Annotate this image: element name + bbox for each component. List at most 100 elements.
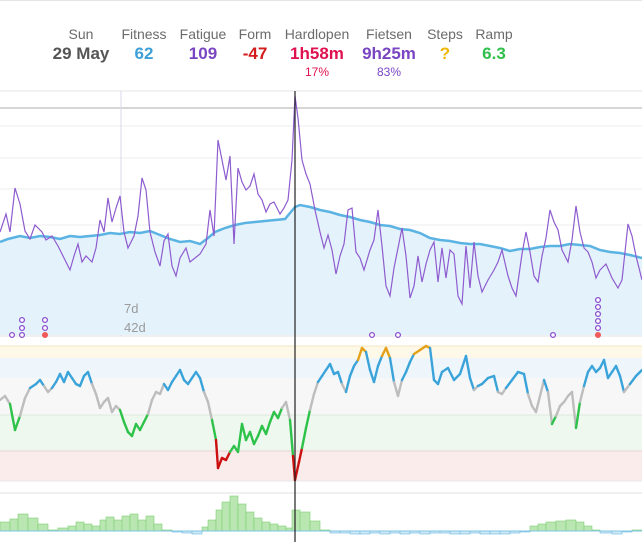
form-segment bbox=[304, 408, 312, 430]
form-segment bbox=[23, 386, 32, 400]
form-segment bbox=[3, 394, 12, 406]
form-segment bbox=[214, 438, 220, 470]
ramp-bar bbox=[261, 521, 271, 532]
form-segment bbox=[550, 414, 558, 426]
form-segment bbox=[320, 368, 328, 378]
form-segment bbox=[542, 378, 550, 394]
ramp-bar bbox=[145, 515, 155, 532]
form-segment bbox=[276, 406, 284, 420]
form-line bbox=[0, 344, 642, 482]
activity-dot bbox=[41, 331, 49, 339]
ramp-stat[interactable]: Ramp 6.3 bbox=[475, 26, 512, 65]
form-segment bbox=[202, 390, 210, 404]
form-segment bbox=[94, 392, 102, 410]
ramp-bar bbox=[253, 517, 263, 532]
form-segment bbox=[86, 370, 94, 386]
form-segment bbox=[264, 420, 272, 436]
form-segment bbox=[428, 346, 436, 382]
form-segment bbox=[574, 400, 582, 430]
ramp-bar bbox=[565, 519, 577, 532]
form-zone-high-risk bbox=[0, 451, 642, 481]
form-segment bbox=[138, 420, 146, 432]
ramp-bar bbox=[91, 525, 101, 532]
ramp-bar bbox=[121, 515, 131, 532]
form-segment bbox=[436, 370, 444, 386]
ramp-bar bbox=[99, 519, 107, 532]
form-segment bbox=[396, 378, 404, 398]
ramp-bar bbox=[237, 503, 247, 532]
form-segment bbox=[13, 414, 22, 432]
form-segment bbox=[122, 420, 130, 434]
form-segment bbox=[510, 370, 520, 382]
form-segment bbox=[614, 364, 622, 378]
form-segment bbox=[492, 374, 500, 394]
form-segment bbox=[554, 404, 562, 418]
ramp-bar bbox=[299, 511, 311, 532]
form-segment bbox=[130, 422, 138, 438]
cycling-stat[interactable]: Fietsen 9h25m 83% bbox=[362, 26, 416, 79]
form-segment bbox=[418, 344, 428, 352]
steps-stat[interactable]: Steps ? bbox=[427, 26, 463, 65]
activity-dot bbox=[18, 324, 26, 332]
form-label: Form bbox=[238, 26, 272, 42]
fitness-value: 62 bbox=[134, 44, 154, 63]
form-segment bbox=[392, 380, 400, 398]
form-segment bbox=[352, 358, 360, 368]
form-segment bbox=[606, 370, 614, 380]
form-zone-fresh bbox=[0, 358, 642, 378]
form-segment bbox=[166, 380, 174, 392]
stats-header: Sun 29 May Fitness 62 Fatigue 109 Form -… bbox=[0, 26, 642, 86]
steps-label: Steps bbox=[427, 26, 463, 42]
ramp-bar bbox=[555, 520, 567, 532]
activity-dot bbox=[18, 316, 26, 324]
form-segment bbox=[158, 382, 166, 396]
fatigue-stat[interactable]: Fatigue 109 bbox=[180, 26, 227, 65]
form-segment bbox=[500, 386, 508, 396]
form-stat[interactable]: Form -47 bbox=[239, 26, 272, 65]
ramp-label: Ramp bbox=[475, 26, 513, 42]
ramp-bar bbox=[137, 519, 147, 532]
fitness-stat[interactable]: Fitness 62 bbox=[121, 26, 166, 65]
date-label: Sun bbox=[68, 26, 94, 42]
ramp-bar bbox=[269, 523, 279, 532]
activity-dot bbox=[594, 331, 602, 339]
form-segment bbox=[504, 378, 514, 390]
form-segment bbox=[106, 396, 114, 414]
running-label: Hardlopen bbox=[284, 26, 350, 42]
form-segment bbox=[384, 346, 392, 360]
form-segment bbox=[534, 394, 542, 414]
ramp-bar bbox=[105, 516, 115, 532]
form-segment bbox=[538, 378, 546, 398]
form-segment bbox=[78, 374, 86, 388]
date-value: 29 May bbox=[52, 44, 110, 63]
form-segment bbox=[622, 382, 632, 394]
form-segment bbox=[28, 382, 38, 390]
form-segment bbox=[328, 362, 336, 376]
form-segment bbox=[118, 408, 126, 424]
form-segment bbox=[38, 378, 46, 388]
activity-dot bbox=[549, 331, 557, 339]
form-segment bbox=[356, 346, 364, 362]
form-segment bbox=[198, 376, 206, 394]
form-segment bbox=[348, 364, 356, 378]
form-segment bbox=[178, 368, 186, 382]
form-segment bbox=[546, 390, 554, 426]
ramp-bar bbox=[529, 525, 539, 532]
form-segment bbox=[186, 376, 194, 386]
form-segment bbox=[562, 394, 570, 404]
activity-dot bbox=[41, 324, 49, 332]
form-segment bbox=[70, 376, 78, 386]
running-stat[interactable]: Hardlopen 1h58m 17% bbox=[285, 26, 350, 79]
ramp-bar bbox=[37, 523, 49, 532]
form-segment bbox=[268, 410, 276, 424]
form-segment bbox=[284, 400, 292, 422]
activity-dot bbox=[594, 317, 602, 325]
ramp-bar bbox=[113, 519, 123, 532]
form-segment bbox=[150, 390, 158, 402]
form-segment bbox=[297, 446, 304, 464]
activity-dot bbox=[594, 324, 602, 332]
form-segment bbox=[602, 358, 610, 380]
form-segment bbox=[216, 456, 224, 470]
form-segment bbox=[404, 360, 412, 374]
